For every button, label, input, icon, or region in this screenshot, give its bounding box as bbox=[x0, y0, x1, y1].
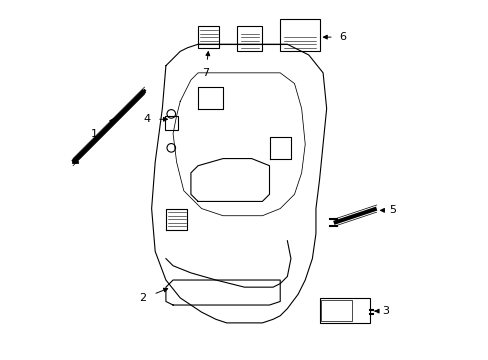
Bar bbox=[198, 26, 219, 48]
Text: 6: 6 bbox=[339, 32, 346, 42]
Text: 5: 5 bbox=[388, 205, 395, 215]
Text: 7: 7 bbox=[201, 68, 208, 78]
Bar bbox=[321, 300, 351, 321]
Bar bbox=[280, 19, 319, 51]
Bar bbox=[319, 298, 369, 323]
Text: 2: 2 bbox=[139, 293, 146, 303]
Text: 4: 4 bbox=[143, 114, 151, 124]
Text: 1: 1 bbox=[91, 129, 98, 139]
Text: 3: 3 bbox=[381, 306, 388, 316]
Bar bbox=[237, 26, 262, 51]
Bar bbox=[164, 116, 177, 130]
